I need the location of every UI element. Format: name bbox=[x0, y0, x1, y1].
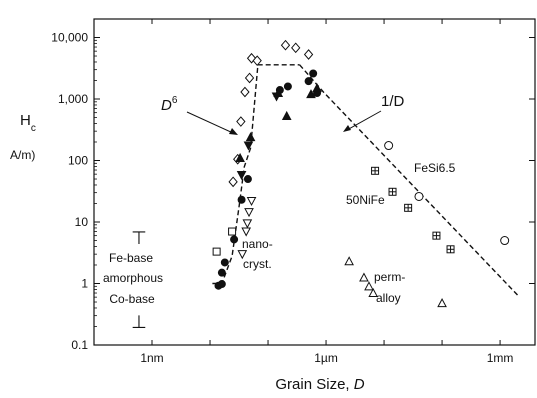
crossed-square-point bbox=[371, 166, 380, 175]
y-axis-unit: A/m) bbox=[10, 148, 35, 162]
crossed-square-point bbox=[432, 231, 441, 240]
filled-triangle-point bbox=[306, 89, 316, 99]
open-triangle-point bbox=[364, 281, 374, 291]
d6-arrow bbox=[186, 111, 238, 135]
annotation-co-base: Co-base bbox=[109, 292, 155, 306]
x-axis-title: Grain Size, D bbox=[275, 376, 364, 393]
open-diamond-point bbox=[236, 116, 246, 127]
fit-line-d6 bbox=[212, 64, 300, 285]
fit-line-inverse-d bbox=[299, 64, 519, 296]
filled-circle-point bbox=[220, 258, 229, 267]
filled-circle-point bbox=[217, 268, 226, 277]
filled-inverted-triangle-point bbox=[243, 141, 254, 151]
open-diamond-point bbox=[246, 52, 257, 64]
filled-inverted-triangle-point bbox=[271, 92, 282, 102]
open-inverted-triangle-point bbox=[237, 250, 248, 260]
open-triangle-point bbox=[344, 256, 354, 266]
x-tick-label: 1µm bbox=[314, 351, 338, 365]
x-tick-label: 1mm bbox=[487, 351, 514, 365]
filled-circle-point bbox=[304, 77, 313, 86]
open-square-point bbox=[212, 247, 221, 256]
open-circle-point bbox=[414, 191, 424, 201]
filled-circle-point bbox=[309, 69, 318, 78]
open-inverted-triangle-point bbox=[241, 227, 252, 237]
filled-circle-point bbox=[230, 235, 239, 244]
inverse-d-fit-label: 1/D bbox=[381, 93, 405, 110]
filled-circle-point bbox=[243, 175, 252, 184]
open-diamond-point bbox=[280, 39, 291, 51]
annotation-nano: nano- bbox=[242, 237, 273, 251]
open-inverted-triangle-point bbox=[244, 208, 254, 218]
open-diamond-point bbox=[244, 72, 255, 84]
y-tick-label: 10 bbox=[75, 215, 89, 229]
open-diamond-point bbox=[291, 42, 301, 54]
y-tick-label: 100 bbox=[68, 154, 88, 168]
open-inverted-triangle-point bbox=[246, 196, 257, 207]
filled-triangle-point bbox=[235, 152, 245, 162]
filled-circle-point bbox=[237, 195, 246, 204]
annotation-fesi: FeSi6.5 bbox=[414, 161, 456, 175]
co-base-range-marker: ⊥ bbox=[131, 312, 147, 332]
x-tick-label: 1nm bbox=[140, 351, 163, 365]
filled-inverted-triangle-point bbox=[236, 171, 247, 181]
annotation-perm: perm- bbox=[374, 270, 405, 284]
crossed-square-point bbox=[446, 245, 455, 254]
fe-base-range-marker: ⊤ bbox=[131, 228, 147, 248]
filled-triangle-point bbox=[312, 83, 322, 93]
plot-frame bbox=[93, 18, 536, 346]
d6-fit-label: D6 bbox=[161, 95, 178, 114]
crossed-square-point bbox=[404, 203, 413, 212]
open-diamond-point bbox=[303, 49, 314, 60]
open-triangle-point bbox=[368, 287, 379, 298]
inverse-d-arrow bbox=[343, 110, 382, 132]
open-circle-point bbox=[500, 236, 510, 246]
annotation-fe-base: Fe-base bbox=[109, 251, 153, 265]
y-tick-label: 1,000 bbox=[58, 92, 88, 106]
annotation-cryst: cryst. bbox=[243, 257, 272, 271]
y-tick-label: 10,000 bbox=[51, 31, 88, 45]
open-diamond-point bbox=[228, 176, 238, 188]
open-diamond-point bbox=[240, 86, 250, 98]
y-axis-title: Hc bbox=[20, 112, 36, 134]
plot-area bbox=[93, 18, 536, 346]
open-triangle-point bbox=[359, 272, 369, 282]
open-diamond-point bbox=[252, 55, 262, 67]
axes: 0.1 1 10 100 1,000 10,000 1nm 1µm 1mm bbox=[51, 18, 535, 365]
annotation-alloy: alloy bbox=[376, 291, 401, 305]
filled-triangle-point bbox=[245, 132, 256, 142]
filled-circle-point bbox=[217, 280, 226, 289]
open-square-point bbox=[228, 227, 237, 236]
annotation-ninife: 50NiFe bbox=[346, 193, 385, 207]
open-triangle-point bbox=[437, 298, 447, 308]
data-markers bbox=[212, 39, 510, 308]
y-tick-label: 1 bbox=[81, 277, 88, 291]
y-tick-label: 0.1 bbox=[71, 338, 88, 352]
crossed-square-point bbox=[388, 187, 397, 196]
annotation-amorphous: amorphous bbox=[103, 271, 163, 285]
open-circle-point bbox=[384, 141, 394, 151]
filled-circle-point bbox=[283, 82, 292, 91]
open-inverted-triangle-point bbox=[242, 219, 253, 229]
filled-triangle-point bbox=[281, 110, 292, 120]
